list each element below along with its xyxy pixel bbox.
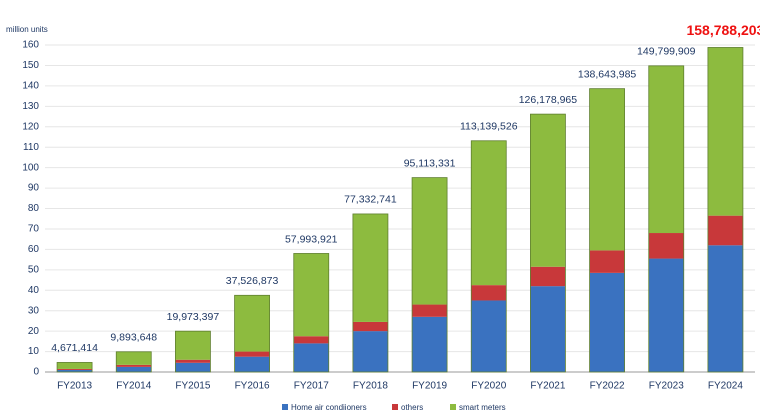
total-label: 113,139,526 xyxy=(460,121,518,133)
bar-segment xyxy=(352,213,388,322)
legend-swatch xyxy=(282,404,288,410)
bar-segment xyxy=(234,295,270,352)
y-tick-label: 10 xyxy=(28,346,40,357)
bar-outline xyxy=(589,88,625,373)
bar-segment xyxy=(530,266,566,287)
bar-segment xyxy=(589,250,625,273)
total-label: 4,671,414 xyxy=(51,342,98,354)
bar-segment xyxy=(352,331,388,372)
bar-segment xyxy=(471,140,507,286)
bar-segment xyxy=(293,336,329,344)
bar-segment xyxy=(412,316,448,372)
bar-segment xyxy=(57,368,93,370)
legend-label: others xyxy=(401,403,423,412)
total-label: 9,893,648 xyxy=(110,332,157,344)
y-tick-label: 0 xyxy=(33,367,39,378)
bar-outline xyxy=(648,65,685,373)
legend-label: Home air condiioners xyxy=(291,403,367,412)
x-tick-label: FY2021 xyxy=(530,381,565,392)
bar-segment xyxy=(412,177,448,305)
total-label: 149,799,909 xyxy=(637,46,696,58)
bar-segment xyxy=(175,331,211,360)
bar-segment xyxy=(116,364,152,367)
y-tick-label: 150 xyxy=(22,60,39,71)
bar-segment xyxy=(293,343,329,372)
y-tick-label: 60 xyxy=(28,244,40,255)
y-tick-label: 140 xyxy=(22,81,39,92)
y-tick-label: 90 xyxy=(28,183,40,194)
legend: Home air condiioners others smart meters xyxy=(282,403,506,412)
bar-segment xyxy=(648,258,684,372)
bar-outline xyxy=(115,351,152,373)
total-label: 19,973,397 xyxy=(167,311,220,323)
x-tick-label: FY2017 xyxy=(294,381,329,392)
bar-segment xyxy=(648,65,684,234)
total-label: 126,178,965 xyxy=(519,94,578,106)
y-tick-label: 110 xyxy=(23,142,39,153)
bar-segment xyxy=(352,321,388,332)
y-tick-label: 20 xyxy=(28,326,40,337)
bar-outline xyxy=(56,362,93,373)
bar-outline xyxy=(530,113,566,373)
bar-outline xyxy=(411,177,448,373)
bar-outline xyxy=(352,213,389,373)
total-label: 158,788,203 xyxy=(686,22,760,38)
total-label: 77,332,741 xyxy=(344,194,397,206)
y-tick-label: 120 xyxy=(22,121,39,132)
x-tick-label: FY2018 xyxy=(353,381,388,392)
bar-outline xyxy=(707,47,744,373)
x-tick-label: FY2024 xyxy=(708,381,743,392)
bar-segment xyxy=(234,356,270,372)
bar-segment xyxy=(412,304,448,317)
y-tick-label: 50 xyxy=(28,264,40,275)
x-tick-label: FY2013 xyxy=(57,381,92,392)
legend-label: smart meters xyxy=(459,403,506,412)
total-label: 57,993,921 xyxy=(285,233,338,245)
bar-segment xyxy=(57,369,93,372)
bar-segment xyxy=(175,359,211,363)
bar-segment xyxy=(707,245,743,372)
bar-outline xyxy=(234,294,270,373)
bar-segment xyxy=(175,362,211,372)
x-tick-label: FY2016 xyxy=(235,381,270,392)
bar-segment xyxy=(530,286,566,372)
bar-outline xyxy=(175,330,211,373)
y-axis-label: million units xyxy=(6,25,48,34)
y-tick-label: 130 xyxy=(22,101,39,112)
bar-segment xyxy=(589,88,625,251)
bar-segment xyxy=(57,362,93,369)
bar-segment xyxy=(116,366,152,372)
bar-segment xyxy=(293,253,329,337)
y-tick-label: 40 xyxy=(28,285,40,296)
total-label: 95,113,331 xyxy=(404,157,456,169)
bar-segment xyxy=(707,215,743,246)
y-tick-label: 100 xyxy=(22,162,39,173)
x-tick-label: FY2015 xyxy=(175,381,210,392)
x-tick-label: FY2020 xyxy=(471,381,506,392)
y-tick-label: 80 xyxy=(28,203,40,214)
x-tick-label: FY2022 xyxy=(590,381,625,392)
bar-segment xyxy=(589,272,625,372)
bar-segment xyxy=(530,114,566,267)
bar-outline xyxy=(293,253,330,373)
y-tick-label: 160 xyxy=(22,40,39,51)
bar-segment xyxy=(648,233,684,259)
bar-outline xyxy=(470,140,507,373)
total-label: 138,643,985 xyxy=(578,68,637,80)
x-tick-label: FY2023 xyxy=(649,381,684,392)
bar-segment xyxy=(707,47,743,216)
x-tick-label: FY2019 xyxy=(412,381,447,392)
y-tick-label: 30 xyxy=(28,305,40,316)
x-tick-label: FY2014 xyxy=(116,381,151,392)
y-tick-label: 70 xyxy=(28,224,40,235)
bar-segment xyxy=(234,351,270,357)
bar-segment xyxy=(471,285,507,301)
bar-segment xyxy=(471,300,507,372)
legend-swatch xyxy=(450,404,456,410)
bar-segment xyxy=(116,351,152,365)
legend-swatch xyxy=(392,404,398,410)
total-label: 37,526,873 xyxy=(226,275,279,287)
